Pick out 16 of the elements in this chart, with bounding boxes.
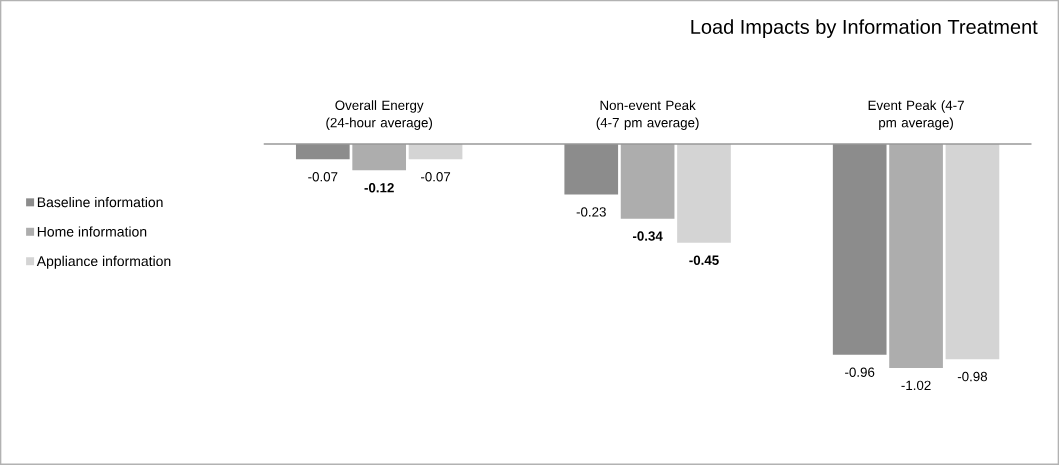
data-label: -0.98 <box>957 371 988 382</box>
data-label: -0.34 <box>632 231 663 241</box>
data-label: -0.45 <box>689 255 719 265</box>
data-label: -0.07 <box>308 172 338 182</box>
legend-label: Appliance information <box>36 255 171 269</box>
x-tick-label: Non-event Peak (4-7 pm average) <box>596 100 699 130</box>
x-tick-label: Overall Energy (24-hour average) <box>326 100 433 130</box>
legend-label: Home information <box>37 226 147 237</box>
data-label: -1.02 <box>901 380 931 391</box>
data-label: -0.23 <box>576 207 606 217</box>
data-label: -0.07 <box>420 172 451 182</box>
legend-label: Baseline information <box>37 196 163 208</box>
chart-title: Load Impacts by Information Treatment <box>691 19 1038 38</box>
data-label: -0.12 <box>364 183 394 193</box>
x-tick-label: Event Peak (4-7 pm average) <box>868 100 964 130</box>
data-label: -0.96 <box>845 367 875 377</box>
